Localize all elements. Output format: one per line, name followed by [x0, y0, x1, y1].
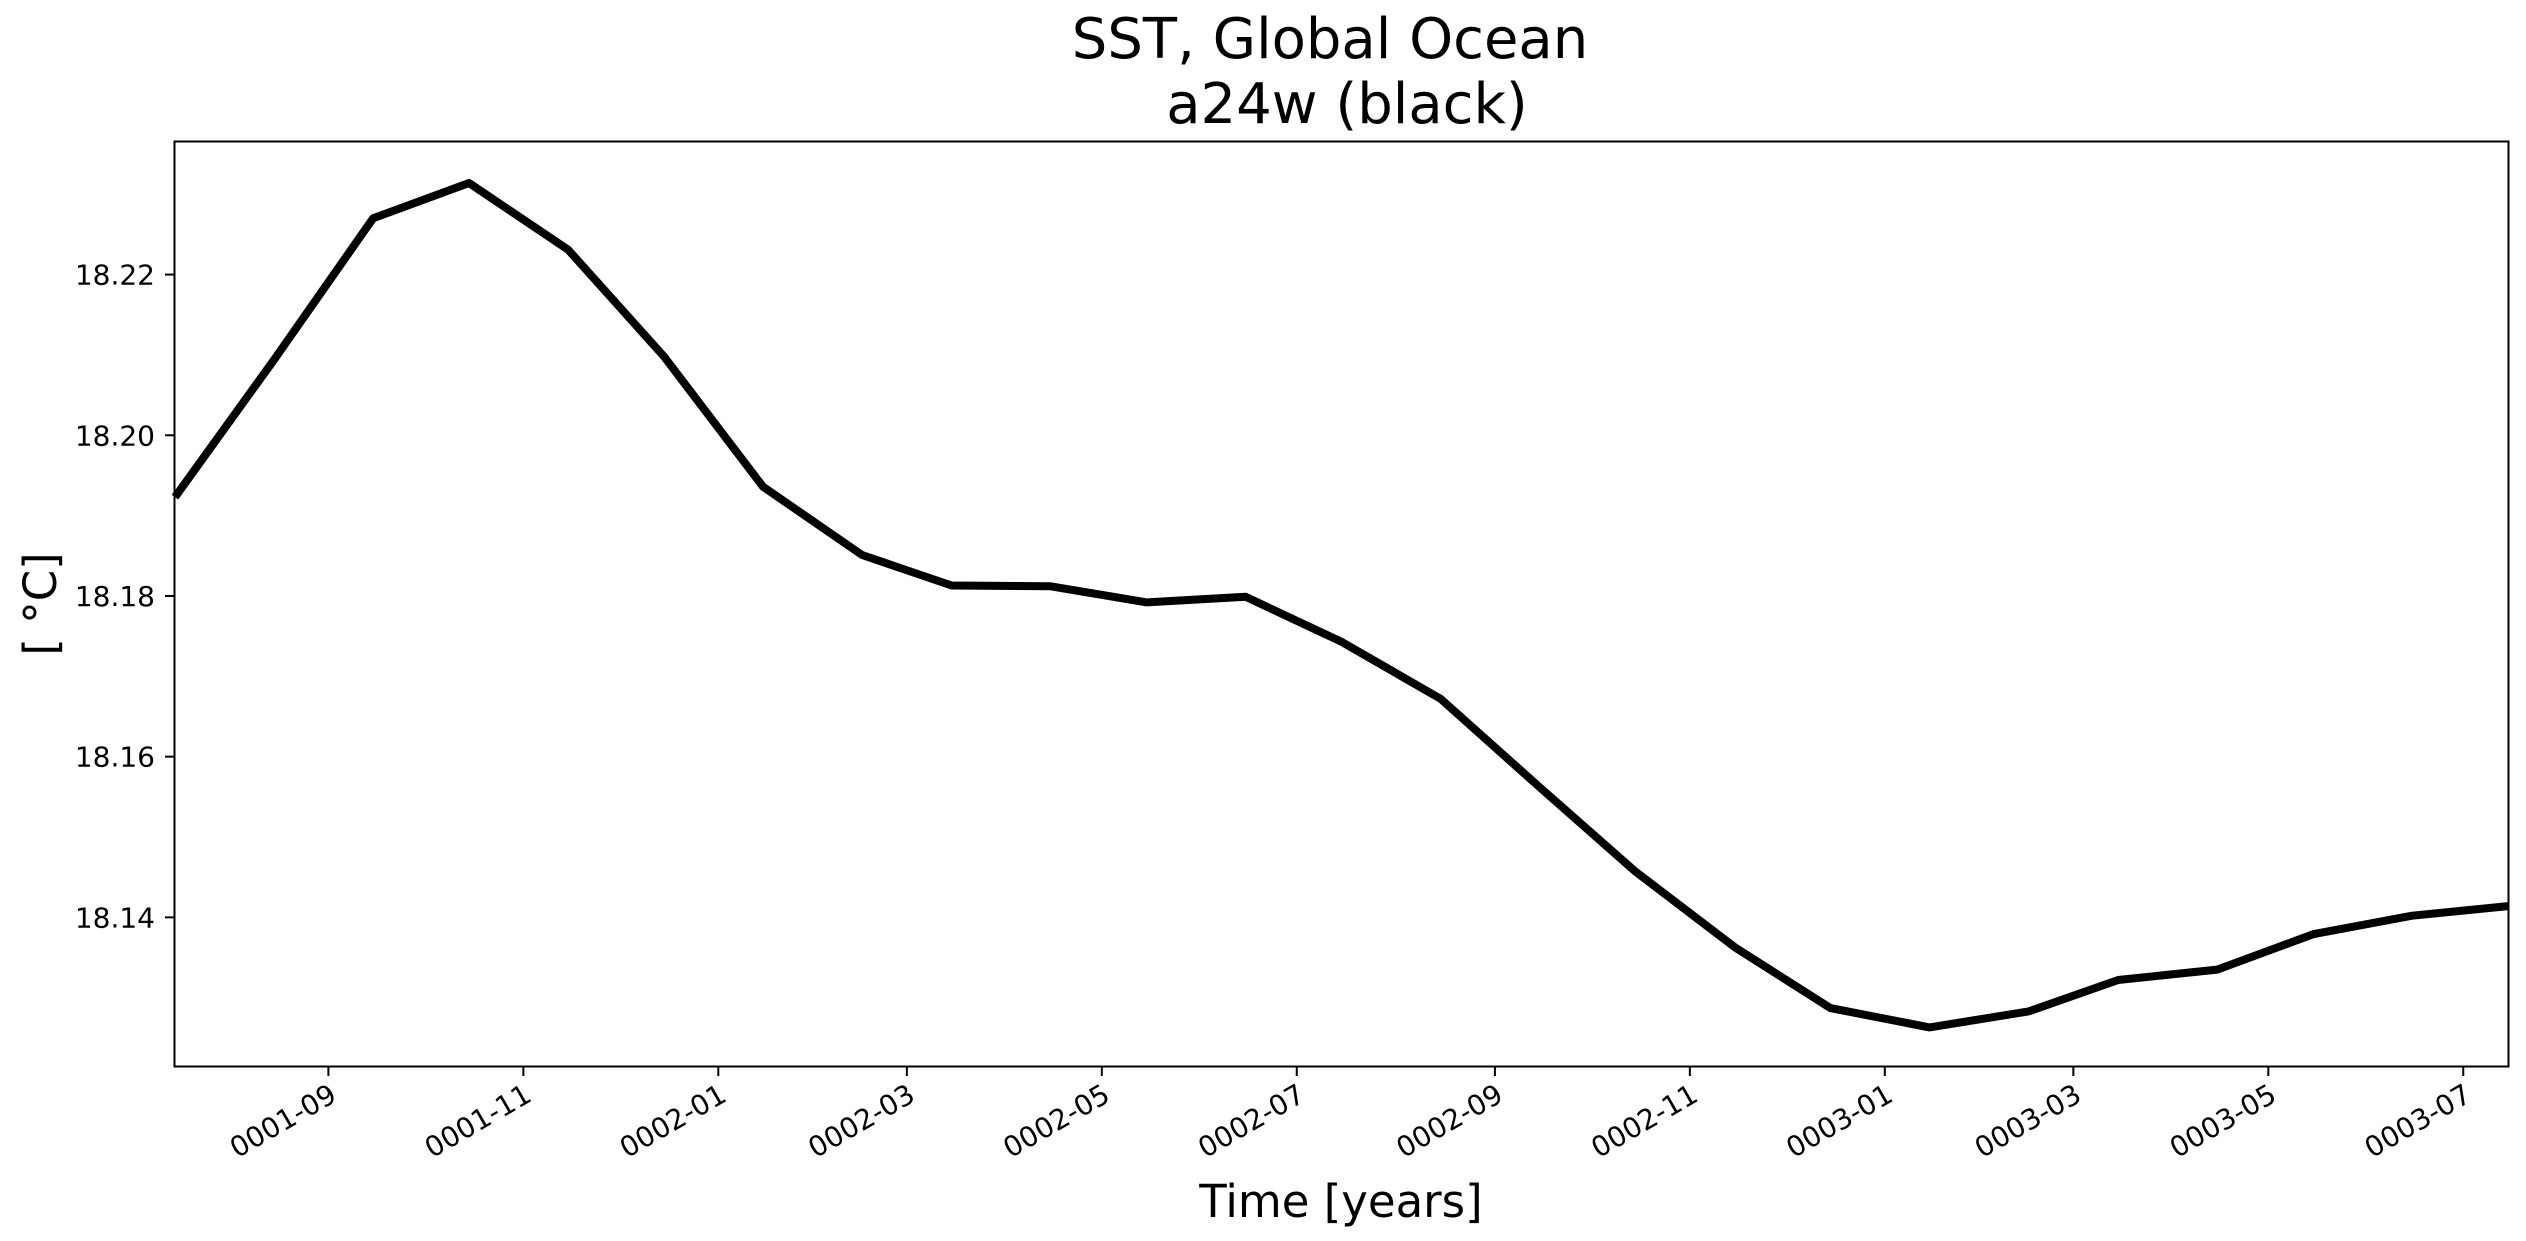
y-tick-label: 18.14 [75, 901, 155, 934]
chart-subtitle: a24w (black) [1166, 72, 1528, 137]
y-tick-label: 18.20 [75, 419, 155, 452]
series-line-a24w [171, 179, 2509, 1032]
y-tick-label: 18.16 [75, 741, 155, 774]
y-axis-label: [ °C] [14, 552, 67, 655]
y-axis: 18.14 18.16 18.18 18.20 18.22 [75, 259, 175, 934]
x-axis-label: Time [years] [1198, 1175, 1482, 1228]
y-tick-label: 18.18 [75, 580, 155, 613]
plot-frame [173, 140, 2510, 1068]
chart-title: SST, Global Ocean [1072, 7, 1588, 72]
y-tick-label: 18.22 [75, 259, 155, 292]
